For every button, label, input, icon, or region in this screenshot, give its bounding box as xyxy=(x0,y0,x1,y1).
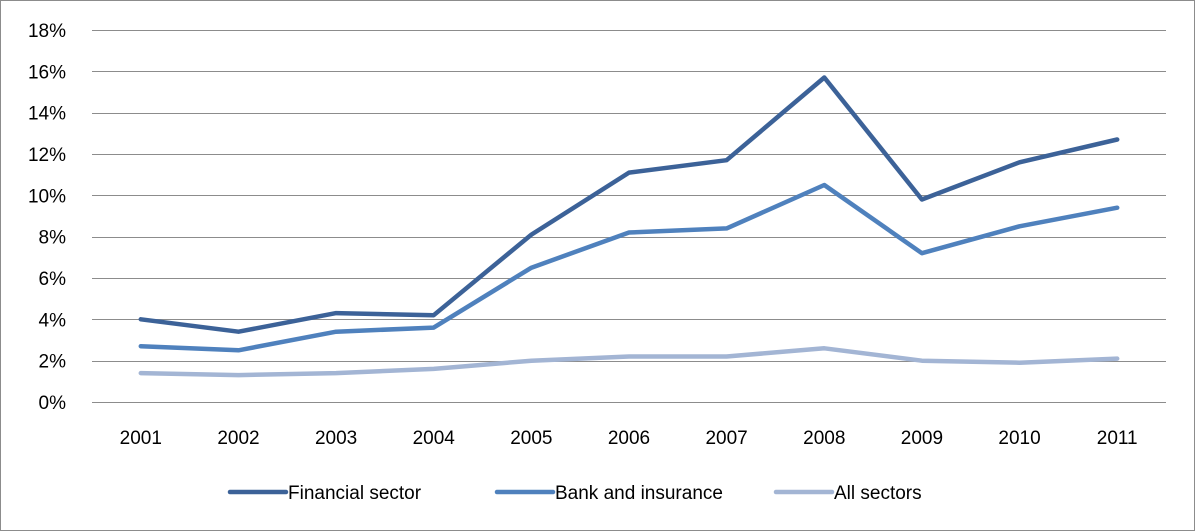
y-tick-label: 10% xyxy=(28,186,66,207)
x-tick-label: 2008 xyxy=(803,428,845,449)
y-tick-label: 12% xyxy=(28,145,66,166)
series-line xyxy=(138,75,1120,334)
x-tick-label: 2002 xyxy=(217,428,259,449)
x-tick-label: 2011 xyxy=(1097,428,1138,449)
x-tick-label: 2009 xyxy=(901,428,943,449)
gridlines xyxy=(92,30,1166,403)
y-tick-label: 0% xyxy=(39,393,67,414)
x-tick-label: 2007 xyxy=(705,428,747,449)
x-tick-label: 2003 xyxy=(315,428,357,449)
y-tick-label: 14% xyxy=(28,104,66,125)
y-tick-label: 18% xyxy=(28,21,66,42)
legend-label: All sectors xyxy=(834,483,922,504)
y-axis-ticks: 0% 2% 4% 6% 8% 10% 12% 14% 16% 18% xyxy=(28,21,66,414)
series-line xyxy=(138,346,1120,378)
x-tick-label: 2005 xyxy=(510,428,552,449)
legend-label: Bank and insurance xyxy=(555,483,723,504)
y-tick-label: 4% xyxy=(39,310,67,331)
series-lines xyxy=(138,75,1120,378)
x-tick-label: 2001 xyxy=(120,428,162,449)
x-tick-label: 2006 xyxy=(608,428,650,449)
legend: Financial sector Bank and insurance All se… xyxy=(227,483,922,504)
legend-label: Financial sector xyxy=(288,483,422,504)
x-tick-label: 2004 xyxy=(413,428,456,449)
y-tick-label: 2% xyxy=(39,352,67,373)
series-line xyxy=(138,182,1120,353)
x-axis-ticks: 2001 2002 2003 2004 2005 2006 2007 2008 2009 2010… xyxy=(120,428,1138,449)
y-tick-label: 6% xyxy=(39,269,67,290)
y-tick-label: 16% xyxy=(28,62,66,83)
y-tick-label: 8% xyxy=(39,228,67,249)
x-tick-label: 2010 xyxy=(998,428,1040,449)
